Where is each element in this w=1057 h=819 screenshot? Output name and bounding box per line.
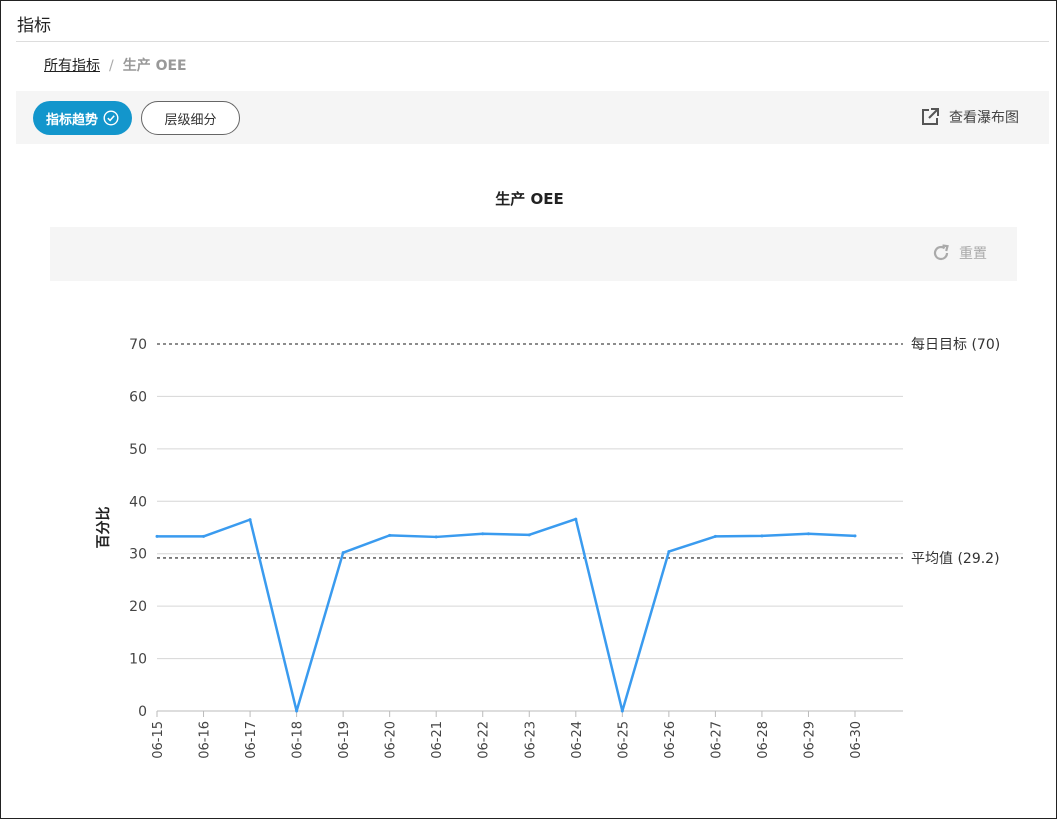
page-title: 指标 (17, 16, 51, 36)
x-tick-label: 06-27 (709, 721, 724, 759)
x-tick-label: 06-20 (384, 721, 399, 759)
y-tick-label: 0 (138, 704, 147, 720)
reset-button[interactable]: 重置 (931, 243, 987, 263)
x-tick-label: 06-25 (616, 721, 631, 759)
breadcrumb-current: 生产 OEE (122, 58, 187, 74)
y-tick-label: 50 (129, 442, 147, 458)
tab-metric-trend-label: 指标趋势 (45, 112, 98, 128)
reference-line-label: 平均值 (29.2) (911, 551, 1000, 567)
reset-label: 重置 (959, 246, 987, 262)
series-line (157, 517, 856, 713)
y-axis-label: 百分比 (95, 507, 112, 549)
view-toolbar: 指标趋势 层级细分 查看瀑布图 (16, 91, 1049, 144)
data-point (527, 533, 531, 537)
x-tick-label: 06-17 (244, 721, 259, 759)
view-waterfall-label: 查看瀑布图 (949, 110, 1019, 126)
data-point (388, 533, 392, 537)
y-tick-label: 20 (129, 599, 147, 615)
title-divider (16, 41, 1049, 42)
data-point (667, 550, 671, 554)
y-tick-label: 40 (129, 494, 147, 510)
x-tick-label: 06-16 (198, 721, 213, 759)
y-tick-label: 30 (129, 547, 147, 563)
chart-toolbar: 重置 (50, 227, 1017, 281)
data-point (434, 535, 438, 539)
x-tick-label: 06-24 (570, 721, 585, 759)
external-link-icon (922, 108, 939, 125)
x-tick-label: 06-22 (477, 721, 492, 759)
data-point (481, 532, 485, 536)
data-point (574, 517, 578, 521)
data-point (620, 709, 624, 713)
x-tick-label: 06-19 (337, 721, 352, 759)
data-point (202, 534, 206, 538)
x-tick-label: 06-30 (849, 721, 864, 759)
data-point (155, 534, 159, 538)
data-point (295, 709, 299, 713)
x-tick-label: 06-15 (151, 721, 166, 759)
breadcrumb: 所有指标 / 生产 OEE (44, 55, 187, 75)
check-circle-icon (103, 110, 119, 126)
x-tick-label: 06-28 (756, 721, 771, 759)
x-tick-label: 06-18 (291, 721, 306, 759)
y-tick-label: 10 (129, 652, 147, 668)
refresh-icon (933, 244, 949, 261)
tab-hierarchy-breakdown-label: 层级细分 (164, 112, 217, 128)
data-point (806, 532, 810, 536)
view-waterfall-link[interactable]: 查看瀑布图 (920, 107, 1019, 127)
x-tick-label: 06-21 (430, 721, 445, 759)
chart-title: 生产 OEE (495, 190, 564, 208)
data-point (853, 534, 857, 538)
data-point (341, 551, 345, 555)
data-point (248, 518, 252, 522)
x-tick-label: 06-29 (802, 721, 817, 759)
x-tick-label: 06-26 (663, 721, 678, 759)
y-tick-label: 60 (129, 389, 147, 405)
tab-hierarchy-breakdown[interactable]: 层级细分 (141, 101, 240, 135)
breadcrumb-separator: / (109, 58, 114, 74)
reference-line-label: 每日目标 (70) (911, 337, 1000, 353)
data-point (760, 534, 764, 538)
tab-metric-trend[interactable]: 指标趋势 (33, 101, 132, 135)
x-tick-label: 06-23 (523, 721, 538, 759)
breadcrumb-all-metrics-link[interactable]: 所有指标 (44, 58, 100, 74)
data-point (713, 534, 717, 538)
y-tick-label: 70 (129, 337, 147, 353)
